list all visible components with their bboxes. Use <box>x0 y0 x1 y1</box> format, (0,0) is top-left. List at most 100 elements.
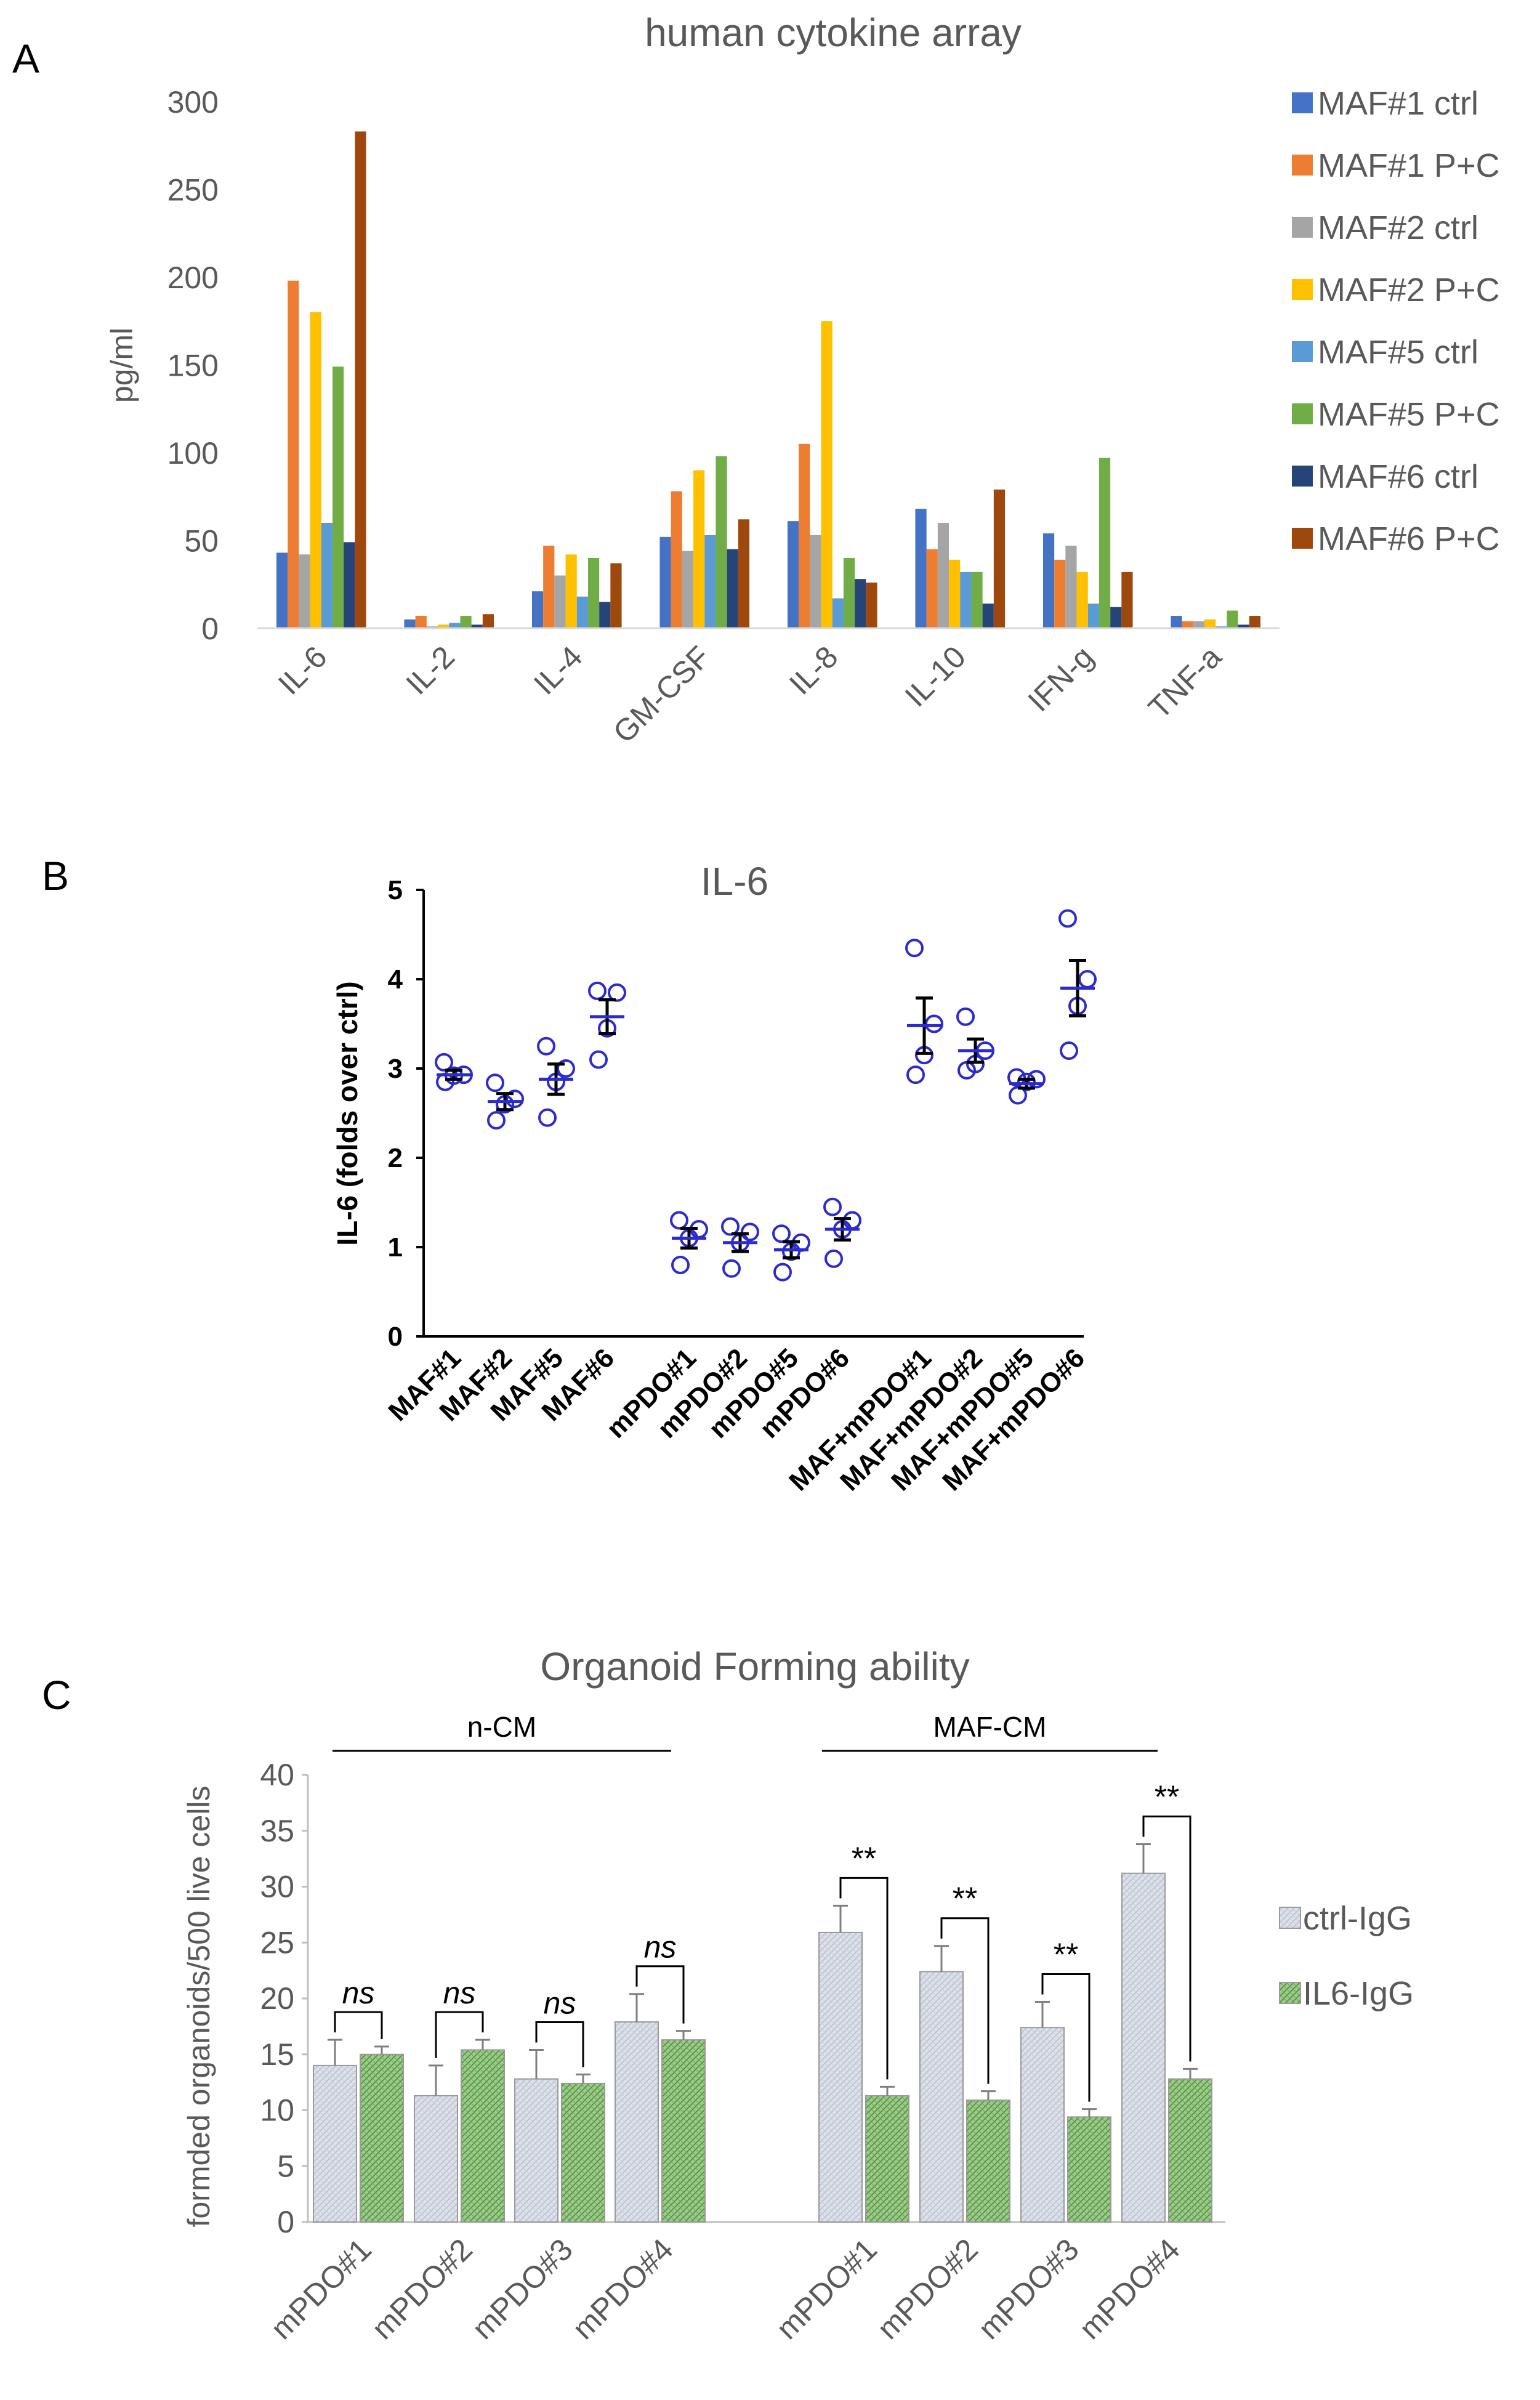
chart-b-ytick-1: 1 <box>388 1232 403 1263</box>
point-maf-5-4 <box>538 1108 557 1127</box>
bar-il-6-maf-1-p-c <box>288 280 299 628</box>
bar-il-8-maf-6-ctrl <box>855 579 866 628</box>
chart-c-xtick-mpdo-3-maf-cm: mPDO#3 <box>972 2232 1086 2346</box>
bar-il-10-maf-6-p-c <box>993 489 1006 628</box>
chart-a-ytick-50: 50 <box>184 524 219 559</box>
sig-label-mpdo-1-maf-cm: ** <box>852 1841 876 1877</box>
chart-c-xtick-mpdo-2-maf-cm: mPDO#2 <box>871 2232 985 2346</box>
point-mpdo-2-1 <box>721 1217 740 1236</box>
legend-label-maf-5-p-c: MAF#5 P+C <box>1318 396 1500 433</box>
sig-bracket-mpdo-1-n-cm <box>334 2011 383 2040</box>
chart-a-bars <box>276 131 1261 628</box>
bar-gm-csf-maf-2-ctrl <box>682 551 694 628</box>
bar-il-6-maf-2-p-c <box>310 312 321 628</box>
legend-swatch-maf-5-ctrl <box>1292 341 1313 362</box>
chart-a-yticks: 0 50 100 150 200 250 300 <box>167 85 219 646</box>
chart-a-xtick-il-10: IL-10 <box>898 639 972 713</box>
bar-il-4-maf-1-p-c <box>543 546 555 628</box>
sig-label-mpdo-1-n-cm: ns <box>342 1976 375 2010</box>
bar-ifn-g-maf-1-p-c <box>1054 559 1066 628</box>
panel-letter-b: B <box>42 853 69 899</box>
bar-il-8-maf-2-p-c <box>821 321 832 628</box>
chart-b-yticks: 0 1 2 3 4 5 <box>388 875 424 1352</box>
bar-mpdo-2-n-cm-il6-igg <box>461 2049 505 2223</box>
bar-tnf-a-maf-6-ctrl <box>1238 624 1249 628</box>
point-maf-2-2 <box>506 1089 524 1109</box>
chart-c-ytick-15: 15 <box>260 2037 294 2072</box>
chart-c-xtick-mpdo-3-n-cm: mPDO#3 <box>466 2232 579 2346</box>
chart-c-xtick-mpdo-2-n-cm: mPDO#2 <box>365 2232 479 2346</box>
chart-c-ytick-30: 30 <box>260 1870 294 1904</box>
bar-gm-csf-maf-6-ctrl <box>727 549 738 628</box>
chart-b-title: IL-6 <box>701 859 768 903</box>
bar-il-2-maf-1-p-c <box>415 616 427 628</box>
chart-b-ytick-4: 4 <box>388 964 403 995</box>
bar-mpdo-1-maf-cm-il6-igg <box>865 2095 909 2223</box>
chart-c-bars <box>313 1843 1212 2223</box>
bar-il-10-maf-6-ctrl <box>982 604 994 628</box>
chart-c-group-labels: n-CM MAF-CM <box>333 1711 1158 1752</box>
bar-il-6-maf-2-ctrl <box>299 554 310 628</box>
bar-gm-csf-maf-2-p-c <box>693 470 705 628</box>
bar-il-6-maf-5-p-c <box>332 366 344 628</box>
chart-a-ytick-200: 200 <box>167 261 219 295</box>
chart-a-xtick-il-4: IL-4 <box>527 639 589 701</box>
legend-swatch-maf-1-ctrl <box>1292 92 1313 113</box>
bar-gm-csf-maf-6-p-c <box>738 519 750 628</box>
legend-swatch-maf-5-p-c <box>1292 403 1313 424</box>
chart-a-xtick-il-6: IL-6 <box>272 639 334 701</box>
panel-a: A human cytokine array pg/ml 0 50 100 150 20… <box>12 10 1500 749</box>
bar-il-4-maf-2-p-c <box>565 554 577 628</box>
bar-il-4-maf-5-ctrl <box>576 596 588 628</box>
bar-ifn-g-maf-5-ctrl <box>1087 604 1099 628</box>
bar-il-2-maf-2-p-c <box>438 624 450 628</box>
bar-il-8-maf-6-p-c <box>866 582 877 628</box>
point-mpdo-6-1 <box>823 1197 842 1216</box>
point-maf-mpdo-1-4 <box>906 1065 925 1085</box>
chart-b-ytick-3: 3 <box>388 1054 403 1084</box>
bar-il-4-maf-6-ctrl <box>599 602 611 628</box>
bar-tnf-a-maf-5-p-c <box>1227 610 1238 628</box>
bar-mpdo-4-n-cm-il6-igg <box>661 2039 706 2223</box>
sig-label-mpdo-2-maf-cm: ** <box>953 1881 977 1917</box>
bar-ifn-g-maf-2-ctrl <box>1065 546 1077 628</box>
sig-bracket-mpdo-1-maf-cm <box>839 1877 889 2080</box>
chart-a-xtick-il-2: IL-2 <box>399 639 461 701</box>
point-maf-6-2 <box>608 983 626 1002</box>
chart-b-xticks: MAF#1MAF#2MAF#5MAF#6mPDO#1mPDO#2mPDO#5mP… <box>382 1343 1090 1497</box>
bar-il-6-maf-6-p-c <box>355 131 366 628</box>
sig-bracket-mpdo-3-maf-cm <box>1041 1973 1090 2102</box>
point-mpdo-2-2 <box>741 1222 759 1242</box>
point-maf-2-1 <box>486 1073 504 1093</box>
bar-il-10-maf-5-p-c <box>971 572 983 628</box>
bar-il-8-maf-5-ctrl <box>832 598 844 628</box>
bar-il-10-maf-1-ctrl <box>915 509 927 628</box>
bar-il-10-maf-2-p-c <box>949 559 961 628</box>
chart-c-xtick-mpdo-4-n-cm: mPDO#4 <box>566 2232 680 2346</box>
bar-gm-csf-maf-5-ctrl <box>704 535 716 628</box>
bar-mpdo-2-maf-cm-ctrl-igg <box>919 1971 964 2223</box>
bar-mpdo-4-maf-cm-ctrl-igg <box>1121 1872 1166 2223</box>
sig-bracket-mpdo-2-n-cm <box>435 2011 484 2058</box>
panel-letter-a: A <box>12 36 39 81</box>
point-maf-1-1 <box>435 1053 453 1072</box>
bar-il-8-maf-1-p-c <box>799 443 810 628</box>
chart-b-ytick-2: 2 <box>388 1143 403 1173</box>
bar-il-10-maf-5-ctrl <box>960 572 972 628</box>
bar-mpdo-1-n-cm-ctrl-igg <box>313 2064 357 2223</box>
sig-label-mpdo-2-n-cm: ns <box>443 1976 476 2010</box>
bar-mpdo-2-n-cm-ctrl-igg <box>414 2095 458 2223</box>
legend-swatch-maf-2-p-c <box>1292 279 1313 300</box>
bar-il-4-maf-5-p-c <box>587 558 600 628</box>
bar-il-4-maf-1-ctrl <box>531 591 544 628</box>
bar-il-8-maf-2-ctrl <box>810 535 821 628</box>
bar-il-4-maf-2-ctrl <box>554 575 566 628</box>
point-mpdo-2-4 <box>722 1259 741 1278</box>
legend-swatch-il6-igg <box>1279 1982 1301 2004</box>
bar-il-2-maf-6-p-c <box>482 614 494 628</box>
panel-letter-c: C <box>42 1672 71 1718</box>
legend-label-maf-5-ctrl: MAF#5 ctrl <box>1318 334 1478 371</box>
panel-c: C Organoid Forming ability formded organ… <box>42 1644 1414 2346</box>
